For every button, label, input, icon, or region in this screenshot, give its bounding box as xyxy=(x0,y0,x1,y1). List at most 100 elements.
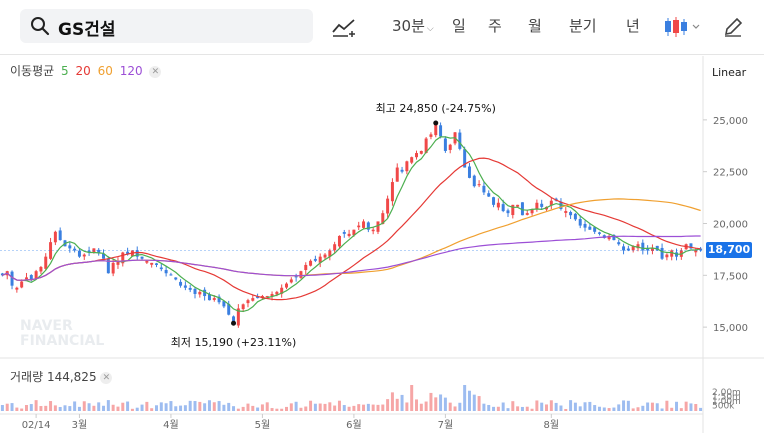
candle-body xyxy=(323,254,327,258)
candle-type-icon[interactable] xyxy=(663,16,703,38)
volume-bar xyxy=(540,402,544,411)
stock-search-input[interactable]: GS건설 xyxy=(20,9,313,43)
candle-body xyxy=(20,281,24,288)
candle-body xyxy=(135,250,139,257)
volume-bar xyxy=(631,408,635,411)
volume-bar xyxy=(102,405,106,411)
candle-body xyxy=(280,287,284,294)
candle-body xyxy=(121,252,125,264)
period-tab[interactable]: 주 xyxy=(488,17,502,35)
volume-bar xyxy=(246,403,250,411)
volume-bar xyxy=(39,406,43,411)
volume-bar xyxy=(535,400,539,411)
volume-bar xyxy=(646,402,650,411)
volume-bar xyxy=(578,406,582,411)
candle-body xyxy=(689,243,693,249)
pencil-icon[interactable] xyxy=(722,16,744,38)
volume-bar xyxy=(198,401,202,411)
candle-body xyxy=(612,234,616,241)
candle-body xyxy=(212,298,216,300)
close-icon[interactable]: ✕ xyxy=(100,371,113,384)
volume-legend-value: 144,825 xyxy=(46,370,97,384)
candle-body xyxy=(265,296,269,298)
ma-legend: 이동평균 5 20 60 120 ✕ xyxy=(10,62,164,79)
candle-body xyxy=(236,308,240,326)
interval-dropdown[interactable]: 30분 ⌵ xyxy=(392,15,434,36)
ma-legend-label: 이동평균 xyxy=(10,64,55,78)
volume-bar xyxy=(260,404,264,411)
candle-body xyxy=(116,260,120,265)
x-tick-label: 3월 xyxy=(72,419,88,431)
candle-body xyxy=(597,232,601,234)
volume-bar xyxy=(516,406,520,411)
volume-bar xyxy=(694,404,698,411)
close-icon[interactable]: ✕ xyxy=(149,65,162,78)
candle-body xyxy=(15,287,19,290)
volume-bar xyxy=(689,403,693,411)
volume-bar xyxy=(545,404,549,411)
volume-bar xyxy=(203,403,207,411)
period-tab[interactable]: 년 xyxy=(626,17,640,35)
volume-bar xyxy=(270,408,274,411)
candle-body xyxy=(193,288,197,294)
compare-chart-icon[interactable] xyxy=(332,16,358,38)
volume-bar xyxy=(415,399,418,411)
volume-bar xyxy=(169,401,173,411)
volume-bar xyxy=(549,400,553,411)
candle-body xyxy=(593,227,597,232)
candle-body xyxy=(169,274,173,276)
volume-bar xyxy=(304,406,308,411)
volume-bar xyxy=(63,405,67,411)
candle-body xyxy=(140,256,144,259)
volume-bar xyxy=(636,407,640,411)
candle-body xyxy=(217,296,221,303)
volume-bar xyxy=(699,407,703,411)
volume-bar xyxy=(448,402,452,411)
search-query: GS건설 xyxy=(58,20,116,40)
volume-bar xyxy=(111,404,115,411)
candle-body xyxy=(583,223,587,228)
watermark-text: NAVER xyxy=(20,318,73,334)
volume-bar xyxy=(232,406,236,411)
volume-bar xyxy=(342,405,346,411)
period-tab[interactable]: 일 xyxy=(452,17,466,35)
candle-body xyxy=(222,301,226,307)
watermark-text: FINANCIAL xyxy=(20,333,104,349)
period-tab[interactable]: 분기 xyxy=(569,17,597,35)
volume-bar xyxy=(665,400,669,411)
volume-bar xyxy=(467,390,471,411)
candle-body xyxy=(106,258,110,274)
volume-bar xyxy=(34,400,38,411)
volume-bar xyxy=(569,400,573,411)
volume-bar xyxy=(477,396,481,411)
candle-body xyxy=(665,254,669,258)
candle-body xyxy=(631,246,635,251)
candle-body xyxy=(73,248,77,251)
volume-bar xyxy=(443,397,447,411)
candle-body xyxy=(203,289,207,297)
volume-bar xyxy=(236,408,240,411)
candle-body xyxy=(448,144,452,150)
ma-legend-period: 20 xyxy=(75,64,91,78)
candle-body xyxy=(549,200,553,206)
candle-body xyxy=(309,260,313,266)
chevron-down-icon: ⌵ xyxy=(426,24,434,34)
volume-bar xyxy=(612,407,616,411)
x-tick-label: 02/14 xyxy=(22,420,51,431)
volume-bar xyxy=(289,403,293,411)
candle-body xyxy=(68,245,72,249)
scale-type-toggle[interactable]: Linear xyxy=(712,66,747,79)
volume-bar xyxy=(525,406,529,411)
x-tick-label: 7월 xyxy=(438,419,454,431)
candle-body xyxy=(405,161,409,172)
annotation-marker xyxy=(433,120,439,126)
candle-body xyxy=(699,248,703,251)
volume-bar xyxy=(193,401,197,411)
volume-bar xyxy=(530,408,534,411)
candle-body xyxy=(159,267,163,270)
volume-bar xyxy=(357,404,361,411)
period-tab[interactable]: 월 xyxy=(528,17,542,35)
volume-legend-label: 거래량 xyxy=(10,370,44,384)
